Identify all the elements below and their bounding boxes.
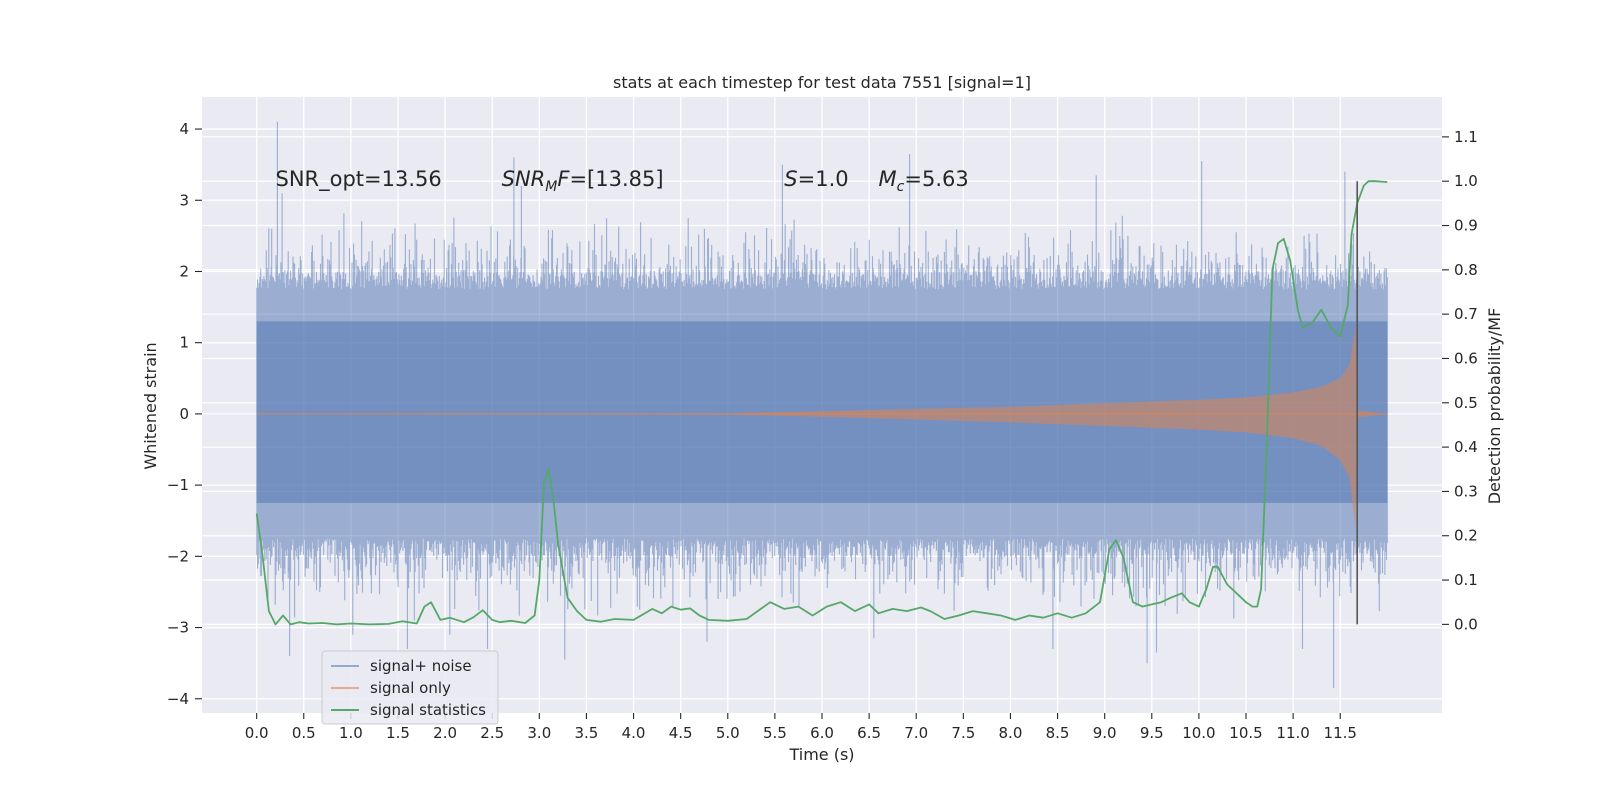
legend-label-signal: signal only [370,679,451,697]
x-tick-label: 7.0 [904,724,928,742]
x-tick-label: 0.0 [245,724,269,742]
x-tick-label: 9.0 [1093,724,1117,742]
y2-tick-label: 0.4 [1454,438,1478,456]
x-tick-label: 6.5 [857,724,881,742]
y-tick-label: 4 [179,120,189,138]
y-tick-label: −4 [167,690,189,708]
y-axis-ticks: −4 −3 −2 −1 0 1 2 3 4 [167,120,202,708]
y-tick-label: 2 [179,262,189,280]
x-tick-label: 8.5 [1046,724,1070,742]
legend-label-noise: signal+ noise [370,657,472,675]
legend: signal+ noise signal only signal statistic… [321,650,499,725]
x-tick-label: 11.0 [1276,724,1309,742]
signal-envelope [256,324,1388,528]
annotations: SNR_opt=13.56 SNRMF=[13.85] S=1.0 Mc=5.63 [275,167,968,195]
x-tick-label: 1.5 [386,724,410,742]
x-tick-label: 4.5 [669,724,693,742]
y2-tick-label: 1.0 [1454,172,1478,190]
y2-axis-label: Detection probability/MF [1485,308,1504,505]
y-tick-label: 3 [179,191,189,209]
y2-tick-label: 0.2 [1454,527,1478,545]
stats-series [255,180,1388,626]
x-tick-label: 0.5 [292,724,316,742]
chart-title: stats at each timestep for test data 755… [613,73,1031,92]
x-tick-label: 10.5 [1229,724,1262,742]
y2-tick-label: 0.5 [1454,394,1478,412]
x-tick-label: 3.0 [527,724,551,742]
x-tick-label: 7.5 [951,724,975,742]
y-tick-label: −1 [167,476,189,494]
x-axis-label: Time (s) [788,745,854,764]
x-tick-label: 5.5 [763,724,787,742]
x-tick-label: 8.0 [999,724,1023,742]
stats-line [255,180,1388,626]
x-tick-label: 11.5 [1324,724,1357,742]
annotation-3: Mc=5.63 [879,167,969,195]
x-tick-label: 2.5 [480,724,504,742]
annotation-1: SNRMF=[13.85] [502,167,664,195]
y-tick-label: −2 [167,547,189,565]
y-tick-label: 0 [179,405,189,423]
legend-box [321,650,499,725]
y2-tick-label: 0.8 [1454,261,1478,279]
x-tick-label: 1.0 [339,724,363,742]
legend-label-stats: signal statistics [370,701,486,719]
x-tick-label: 9.5 [1140,724,1164,742]
y-axis-label: Whitened strain [141,342,160,469]
y2-tick-label: 0.0 [1454,615,1478,633]
x-tick-label: 10.0 [1182,724,1215,742]
x-tick-label: 6.0 [810,724,834,742]
x-tick-label: 3.5 [575,724,599,742]
y2-tick-label: 0.6 [1454,349,1478,367]
x-tick-label: 5.0 [716,724,740,742]
x-tick-label: 2.0 [433,724,457,742]
annotation-0: SNR_opt=13.56 [275,167,441,192]
x-axis-ticks: 0.0 0.5 1.0 1.5 2.0 2.5 3.0 3.5 4.0 4.5 5.0 5.5 6.0 6… [245,713,1357,742]
y2-axis-ticks: 0.0 0.1 0.2 0.3 0.4 0.5 0.6 0.7 0.8 0.9 1.0 1.1 [1442,128,1478,633]
y2-tick-label: 0.7 [1454,305,1478,323]
y2-tick-label: 1.1 [1454,128,1478,146]
signal-series [256,324,1388,528]
y2-tick-label: 0.9 [1454,217,1478,235]
y2-tick-label: 0.3 [1454,482,1478,500]
y-tick-label: 1 [179,334,189,352]
x-tick-label: 4.0 [622,724,646,742]
annotation-2: S=1.0 [784,167,848,191]
y-tick-label: −3 [167,619,189,637]
y2-tick-label: 0.1 [1454,571,1478,589]
